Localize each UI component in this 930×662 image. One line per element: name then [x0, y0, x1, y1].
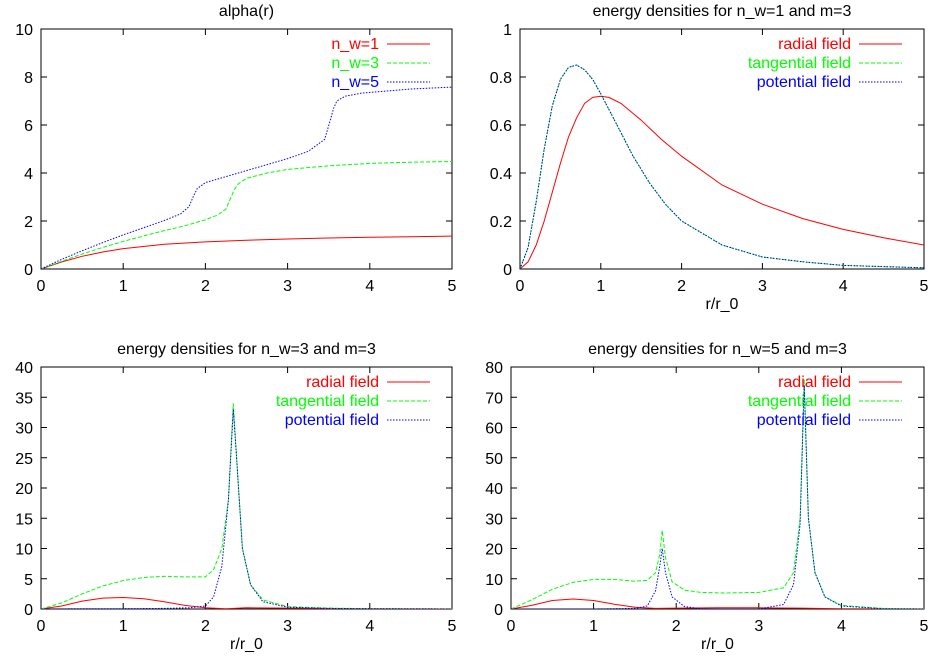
chart-panel-2: energy densities for n_w=1 and m=3 0 1 2 3 4 5…	[490, 3, 929, 313]
series-line-2	[41, 161, 452, 269]
y-tick-label: 0	[494, 602, 503, 619]
plot-frame	[519, 28, 925, 270]
y-tick-label: 5	[24, 572, 33, 589]
y-tick-label: 1	[503, 22, 512, 39]
chart-title: alpha(r)	[219, 3, 274, 20]
series-line-3	[511, 385, 924, 609]
y-tick-label: 0.6	[490, 118, 512, 135]
x-axis-label: r/r_0	[701, 636, 734, 653]
y-tick-label: 0.4	[490, 166, 512, 183]
y-tick-label: 70	[485, 390, 503, 407]
x-tick-label: 1	[589, 618, 598, 635]
x-tick-label: 0	[516, 278, 525, 295]
x-tick-label: 3	[283, 618, 292, 635]
plot-frame	[510, 366, 925, 610]
y-tick-label: 2	[24, 214, 33, 231]
x-tick-label: 4	[365, 618, 374, 635]
y-tick-label: 15	[15, 511, 33, 528]
series-line-1	[41, 596, 452, 609]
series-line-3	[41, 409, 452, 609]
y-tick-label: 6	[24, 118, 33, 135]
y-tick-label: 0.8	[490, 70, 512, 87]
legend-label: potential field	[757, 412, 851, 429]
series-line-3	[520, 64, 924, 269]
y-tick-label: 40	[15, 360, 33, 377]
y-tick-label: 30	[15, 421, 33, 438]
x-tick-label: 0	[507, 618, 516, 635]
y-tick-label: 10	[15, 542, 33, 559]
chart-panel-1: alpha(r) 0 1 2 3 4 5 0 2 4 6 8 10 n_w=1 n_w=3 n_w=5	[15, 3, 456, 295]
chart-title: energy densities for n_w=5 and m=3	[588, 341, 847, 358]
x-tick-label: 5	[920, 278, 929, 295]
x-tick-label: 5	[448, 618, 457, 635]
chart-title: energy densities for n_w=1 and m=3	[593, 3, 852, 20]
legend-label: n_w=5	[331, 74, 379, 91]
y-tick-label: 60	[485, 421, 503, 438]
x-tick-label: 3	[283, 278, 292, 295]
x-tick-label: 2	[677, 278, 686, 295]
y-tick-label: 10	[15, 22, 33, 39]
x-tick-label: 2	[201, 278, 210, 295]
series-line-2	[511, 379, 924, 609]
y-tick-label: 0	[24, 262, 33, 279]
x-tick-label: 5	[448, 278, 457, 295]
y-tick-label: 80	[485, 360, 503, 377]
x-tick-label: 3	[758, 278, 767, 295]
x-tick-label: 1	[119, 618, 128, 635]
legend-label: potential field	[757, 74, 851, 91]
y-tick-label: 0	[503, 262, 512, 279]
chart-panel-4: energy densities for n_w=5 and m=3 0 1 2 3 4 5…	[485, 341, 928, 653]
series-line-1	[520, 95, 924, 269]
legend-label: radial field	[778, 36, 851, 53]
x-tick-label: 1	[119, 278, 128, 295]
legend-label: tangential field	[748, 393, 851, 410]
x-tick-label: 4	[839, 278, 848, 295]
chart-title: energy densities for n_w=3 and m=3	[117, 341, 376, 358]
y-tick-label: 40	[485, 481, 503, 498]
x-axis-label: r/r_0	[706, 296, 739, 313]
y-tick-label: 20	[485, 542, 503, 559]
x-tick-label: 0	[37, 618, 46, 635]
y-tick-label: 8	[24, 70, 33, 87]
y-tick-label: 10	[485, 572, 503, 589]
legend-label: radial field	[306, 374, 379, 391]
legend-label: tangential field	[748, 55, 851, 72]
x-tick-label: 5	[920, 618, 929, 635]
y-tick-label: 20	[15, 481, 33, 498]
x-tick-label: 2	[201, 618, 210, 635]
x-tick-label: 4	[365, 278, 374, 295]
y-tick-label: 0.2	[490, 214, 512, 231]
legend-label: tangential field	[276, 393, 379, 410]
x-tick-label: 3	[754, 618, 763, 635]
legend-label: n_w=1	[331, 36, 379, 53]
y-tick-label: 4	[24, 166, 33, 183]
x-tick-label: 2	[672, 618, 681, 635]
legend-label: n_w=3	[331, 55, 379, 72]
y-tick-label: 25	[15, 451, 33, 468]
x-axis-label: r/r_0	[230, 636, 263, 653]
series-line-3	[41, 86, 452, 269]
x-tick-label: 0	[37, 278, 46, 295]
plot-frame	[40, 366, 453, 610]
x-tick-label: 1	[596, 278, 605, 295]
series-line-1	[511, 598, 924, 609]
legend-label: potential field	[285, 412, 379, 429]
chart-panel-3: energy densities for n_w=3 and m=3 0 1 2 3 4 5…	[15, 341, 456, 653]
y-tick-label: 50	[485, 451, 503, 468]
legend-label: radial field	[778, 374, 851, 391]
series-line-1	[41, 235, 452, 269]
plot-frame	[40, 28, 453, 270]
y-tick-label: 35	[15, 390, 33, 407]
x-tick-label: 4	[837, 618, 846, 635]
y-tick-label: 0	[24, 602, 33, 619]
y-tick-label: 30	[485, 511, 503, 528]
series-line-2	[520, 64, 924, 269]
series-line-2	[41, 403, 452, 609]
